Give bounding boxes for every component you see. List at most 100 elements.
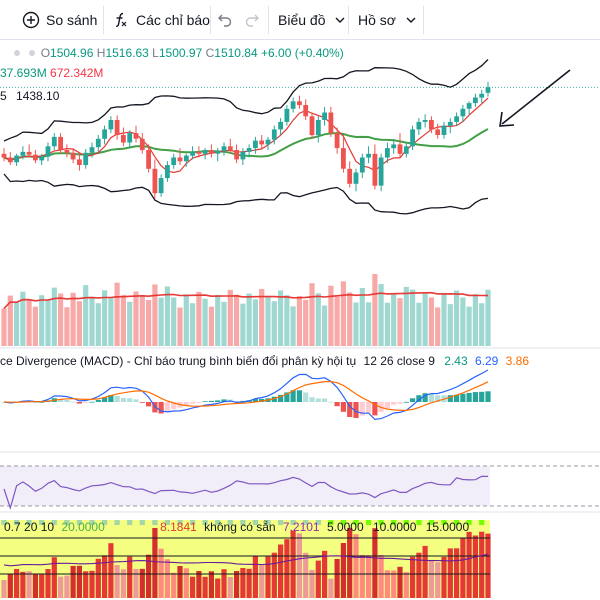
candle-body: [114, 120, 120, 135]
squeeze-bar: [39, 573, 45, 598]
volume-bar: [347, 292, 353, 346]
macd-histogram-bar: [422, 393, 428, 402]
squeeze-dot: [366, 520, 372, 525]
squeeze-params: 0.7 20 10: [4, 520, 55, 534]
squeeze-dot: [454, 520, 460, 525]
squeeze-bar: [290, 530, 296, 598]
squeeze-bar: [403, 572, 409, 598]
squeeze-bar: [64, 575, 70, 598]
candle-body: [45, 146, 51, 157]
volume-bar: [95, 303, 101, 346]
squeeze-dot: [215, 520, 221, 525]
volume-bar: [102, 290, 108, 346]
squeeze-bar: [1, 580, 7, 598]
macd-histogram-bar: [252, 399, 258, 402]
candle-body: [152, 168, 158, 194]
squeeze-dot: [328, 520, 334, 525]
candle-body: [359, 157, 365, 173]
squeeze-bar: [7, 573, 13, 598]
volume-bar: [108, 298, 114, 346]
compare-button[interactable]: So sánh: [22, 6, 97, 34]
macd-histogram-bar: [397, 402, 403, 404]
candle-body: [416, 121, 422, 130]
squeeze-dot: [278, 520, 284, 525]
volume-bar: [403, 286, 409, 346]
candle-body: [1, 153, 7, 158]
macd-histogram-bar: [164, 402, 170, 412]
macd-histogram-bar: [410, 398, 416, 402]
candle-body: [460, 108, 466, 117]
toolbar-divider: [268, 6, 269, 34]
squeeze-dot: [441, 520, 447, 525]
candle-body: [165, 165, 170, 179]
volume-bar: [447, 304, 453, 346]
candle-body: [183, 155, 189, 162]
indicators-button[interactable]: Các chỉ báo: [112, 6, 210, 34]
profile-dropdown[interactable]: Hồ sơ: [358, 6, 416, 34]
candle-body: [20, 151, 26, 156]
change-value: +6.00 (+0.40%): [261, 46, 344, 60]
squeeze-bar: [45, 569, 51, 598]
open-value: 1504.96: [50, 46, 94, 60]
squeeze-bar: [479, 531, 485, 598]
squeeze-dot: [265, 520, 271, 525]
high-value: 1516.63: [105, 46, 149, 60]
macd-histogram-bar: [322, 398, 328, 402]
candle-body: [77, 159, 82, 165]
candle-body: [83, 152, 89, 165]
volume-bar: [485, 289, 491, 346]
macd-histogram-bar: [309, 397, 315, 402]
toolbar-divider: [348, 6, 349, 34]
macd-histogram-bar: [102, 397, 108, 402]
squeeze-bar: [177, 566, 183, 598]
squeeze-bar: [240, 568, 246, 598]
squeeze-bar: [20, 571, 26, 599]
chart-type-dropdown[interactable]: Biểu đồ: [278, 6, 345, 34]
candle-body: [39, 156, 45, 161]
redo-button[interactable]: [244, 6, 260, 34]
volume-bar: [353, 302, 359, 346]
compare-label: So sánh: [46, 12, 98, 28]
squeeze-bar: [397, 566, 403, 598]
volume-bar: [428, 297, 434, 346]
volume-bar: [328, 285, 334, 346]
legend-dot-icon: [14, 50, 20, 57]
squeeze-bar: [76, 565, 82, 598]
toolbar-divider: [423, 6, 424, 34]
candle-body: [64, 150, 70, 153]
volume-bar: [271, 301, 277, 346]
volume-bar: [265, 296, 271, 346]
squeeze-dot: [428, 520, 434, 525]
volume-bar: [114, 282, 120, 346]
volume-bar: [359, 288, 365, 346]
squeeze-bar: [416, 552, 422, 598]
volume-bar: [284, 295, 290, 346]
undo-button[interactable]: [217, 6, 233, 34]
volume-bar: [83, 285, 89, 346]
candle-body: [127, 133, 133, 143]
macd-histogram-bar: [83, 402, 89, 403]
squeeze-dot: [139, 520, 145, 525]
candle-body: [397, 144, 403, 154]
macd-histogram-bar: [234, 401, 240, 402]
candle-body: [121, 135, 126, 143]
squeeze-dot: [315, 520, 321, 525]
squeeze-dot: [202, 520, 208, 525]
macd-histogram-bar: [359, 402, 365, 416]
volume-bar: [26, 300, 32, 346]
squeeze-bar: [183, 568, 189, 598]
squeeze-value-5: 15.0000: [425, 520, 470, 534]
squeeze-bar: [26, 571, 32, 598]
squeeze-dot: [252, 520, 258, 525]
volume-bar: [20, 291, 26, 346]
macd-histogram-bar: [190, 402, 196, 404]
legend-dot-icon: [29, 50, 36, 57]
squeeze-dot: [403, 520, 409, 525]
volume-bar: [309, 283, 315, 346]
candle-body: [240, 151, 246, 160]
macd-histogram-bar: [303, 392, 309, 402]
candle-body: [271, 129, 277, 140]
function-icon: [112, 11, 130, 29]
squeeze-bar: [372, 528, 378, 598]
